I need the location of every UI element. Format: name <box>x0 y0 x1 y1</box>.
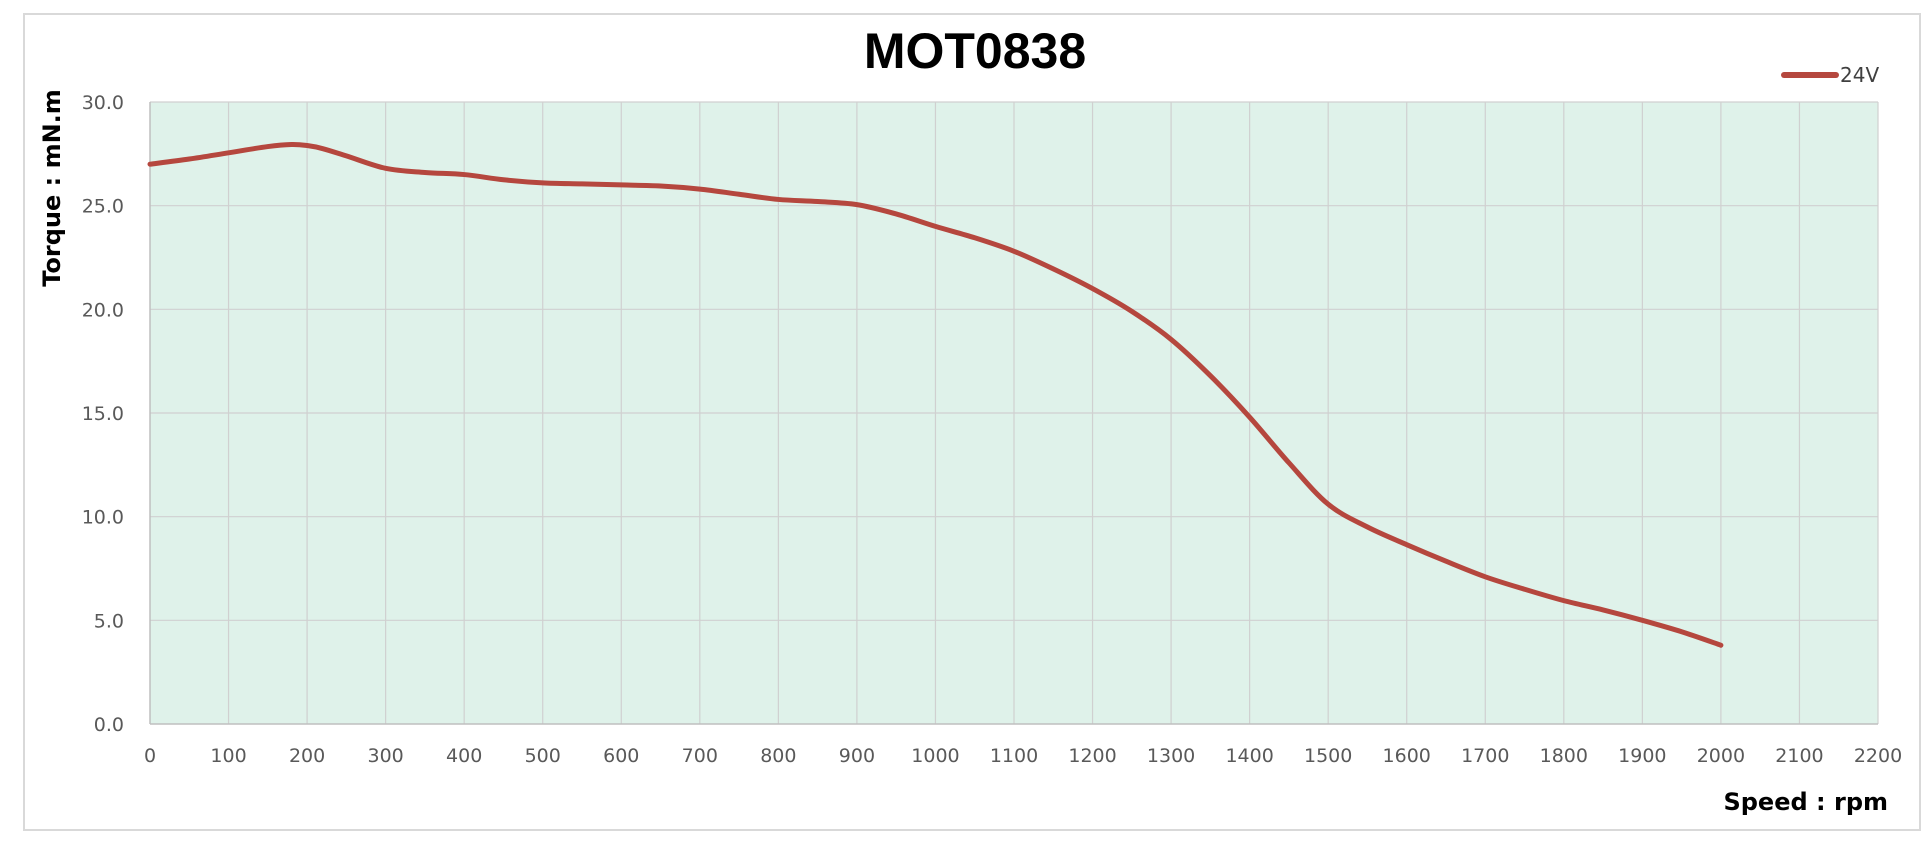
x-tick-label: 400 <box>446 745 482 767</box>
series-line-24v <box>147 141 1724 648</box>
y-tick-label: 25.0 <box>82 196 124 218</box>
x-tick-label: 800 <box>760 745 796 767</box>
x-tick-label: 700 <box>682 745 718 767</box>
x-tick-label: 0 <box>144 745 156 767</box>
x-tick-label: 200 <box>289 745 325 767</box>
gridlines <box>150 101 1879 724</box>
x-tick-label: 1600 <box>1383 745 1431 767</box>
y-tick-label: 5.0 <box>94 610 124 632</box>
x-tick-label: 1500 <box>1304 745 1352 767</box>
y-tick-label: 10.0 <box>82 507 124 529</box>
x-tick-label: 1900 <box>1618 745 1666 767</box>
x-tick-label: 900 <box>839 745 875 767</box>
x-tick-label: 2100 <box>1775 745 1823 767</box>
x-tick-label: 2000 <box>1697 745 1745 767</box>
x-tick-label: 1100 <box>990 745 1038 767</box>
x-tick-label: 1400 <box>1225 745 1273 767</box>
x-tick-label: 300 <box>368 745 404 767</box>
chart-title: MOT0838 <box>864 23 1086 79</box>
x-tick-label: 2200 <box>1854 745 1902 767</box>
x-tick-label: 500 <box>525 745 561 767</box>
x-tick-label: 1000 <box>911 745 959 767</box>
series-layer <box>147 141 1724 648</box>
y-axis-title: Torque : mN.m <box>38 89 66 287</box>
y-tick-label: 0.0 <box>94 714 124 736</box>
y-tick-label: 20.0 <box>82 299 124 321</box>
axes <box>149 102 1878 725</box>
x-tick-label: 1300 <box>1147 745 1195 767</box>
x-tick-label: 1200 <box>1068 745 1116 767</box>
y-tick-label: 15.0 <box>82 403 124 425</box>
legend: 24V <box>1781 63 1879 87</box>
x-tick-label: 600 <box>603 745 639 767</box>
y-tick-label: 30.0 <box>82 92 124 114</box>
tick-labels: 0 100 200 300 400 500 600 700 800 900 1000 1100 1200… <box>82 92 1902 767</box>
x-tick-label: 100 <box>210 745 246 767</box>
legend-label-24v: 24V <box>1840 63 1879 87</box>
x-axis-title: Speed : rpm <box>1723 788 1888 816</box>
x-tick-label: 1700 <box>1461 745 1509 767</box>
x-tick-label: 1800 <box>1540 745 1588 767</box>
